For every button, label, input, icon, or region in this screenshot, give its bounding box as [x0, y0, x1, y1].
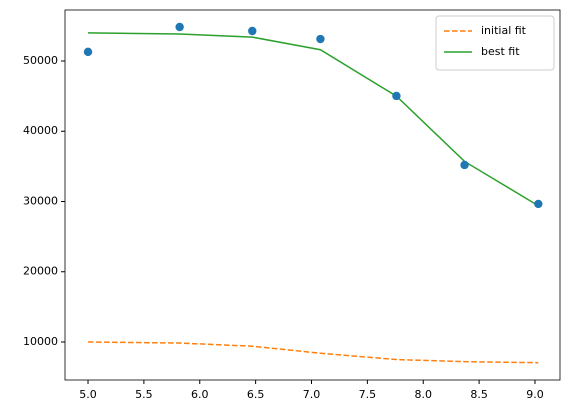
data-point	[248, 26, 257, 36]
y-tick-label: 10000	[23, 335, 58, 348]
legend-label: initial fit	[481, 24, 527, 37]
series-line	[88, 341, 539, 364]
y-tick-label: 50000	[23, 54, 58, 67]
x-tick-label: 7.5	[359, 388, 377, 401]
data-point	[175, 22, 184, 32]
data-point	[460, 160, 469, 170]
y-tick-label: 40000	[23, 124, 58, 137]
data-point	[392, 91, 401, 101]
data-point	[83, 47, 93, 57]
data-point	[316, 34, 325, 44]
x-tick-label: 8.5	[470, 388, 488, 401]
x-tick-label: 8.0	[414, 388, 432, 401]
x-tick-label: 6.0	[191, 388, 209, 401]
x-tick-label: 9.0	[526, 388, 544, 401]
legend-label: best fit	[481, 45, 520, 58]
x-tick-label: 7.0	[303, 388, 321, 401]
legend-box	[435, 15, 555, 71]
y-tick-label: 20000	[23, 265, 58, 278]
data-point	[534, 199, 543, 209]
y-tick-label: 30000	[23, 194, 58, 207]
x-tick-label: 5.5	[135, 388, 153, 401]
x-tick-label: 6.5	[247, 388, 265, 401]
plot-frame	[64, 9, 561, 381]
x-tick-label: 5.0	[79, 388, 97, 401]
